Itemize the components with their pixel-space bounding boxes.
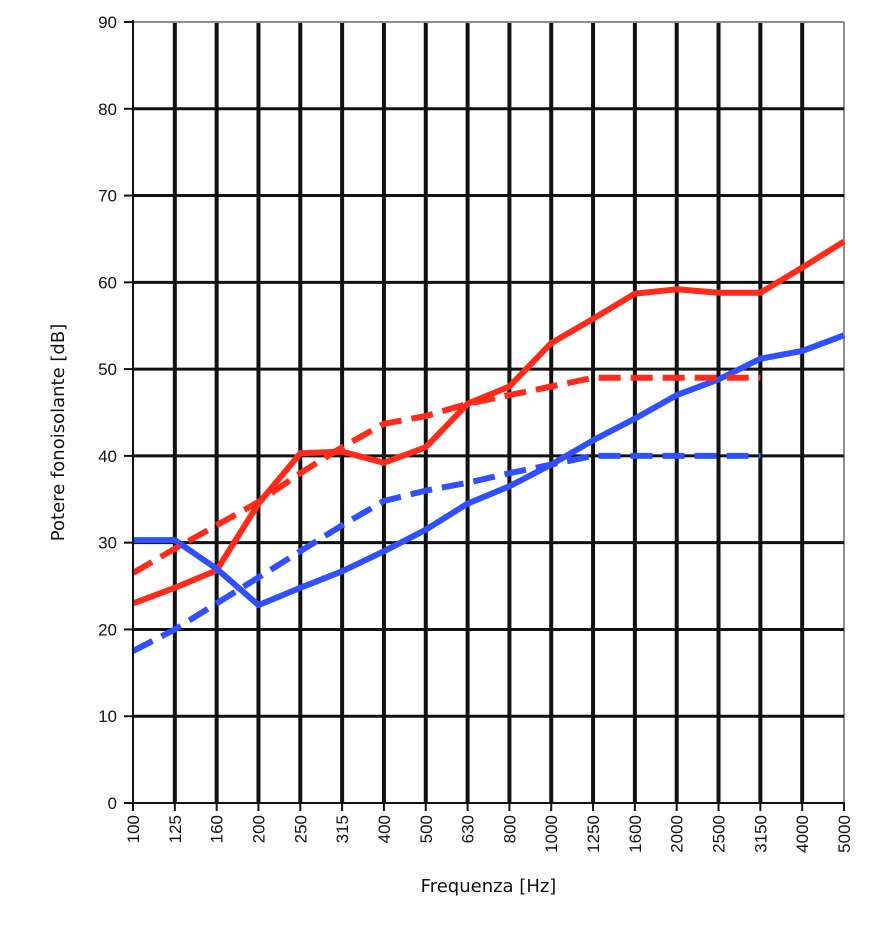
x-tick-label: 1000 (542, 815, 561, 853)
series-line-solid (131, 238, 846, 607)
y-tick-label: 10 (98, 707, 117, 726)
x-tick-label: 100 (124, 815, 143, 843)
x-tick-label: 1250 (584, 815, 603, 853)
x-tick-label: 3150 (751, 815, 770, 853)
series-line-dashed (131, 374, 761, 576)
y-tick-label: 90 (98, 13, 117, 32)
y-tick-label: 20 (98, 620, 117, 639)
x-tick-label: 200 (249, 815, 268, 843)
x-tick-label: 400 (375, 815, 394, 843)
x-tick-label: 5000 (835, 815, 854, 853)
y-tick-label: 30 (98, 534, 117, 553)
y-axis-title: Potere fonoisolante [dB] (48, 324, 69, 541)
x-axis-title: Frequenza [Hz] (421, 876, 557, 897)
y-tick-label: 50 (98, 360, 117, 379)
grid (133, 21, 845, 803)
series-line-dashed (131, 452, 761, 654)
x-tick-label: 630 (459, 815, 478, 843)
series-group (131, 238, 846, 654)
y-tick-label: 70 (98, 187, 117, 206)
y-tick-label: 0 (108, 794, 117, 813)
x-tick-label: 500 (417, 815, 436, 843)
x-tick-label: 800 (500, 815, 519, 843)
y-tick-label: 40 (98, 447, 117, 466)
x-tick-label: 250 (291, 815, 310, 843)
x-tick-label: 1600 (626, 815, 645, 853)
x-tick-label: 315 (333, 815, 352, 843)
x-tick-label: 125 (166, 815, 185, 843)
x-tick-label: 160 (208, 815, 227, 843)
y-tick-label: 80 (98, 100, 117, 119)
x-tick-label: 2500 (710, 815, 729, 853)
x-tick-label: 4000 (793, 815, 812, 853)
x-tick-label: 2000 (668, 815, 687, 853)
tick-labels: 0 10 20 30 40 50 60 70 80 90 100 125 160 200 250 315 400… (98, 13, 854, 853)
y-tick-label: 60 (98, 273, 117, 292)
axes (124, 20, 845, 811)
series-line-solid (133, 332, 846, 609)
